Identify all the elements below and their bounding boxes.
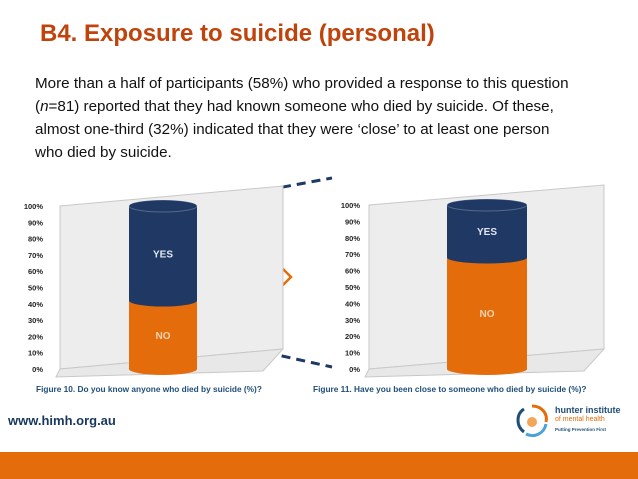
- y-tick-label: 10%: [28, 349, 43, 358]
- y-tick-label: 80%: [345, 234, 360, 243]
- intro-line: who died by suicide.: [35, 144, 172, 161]
- y-tick-label: 50%: [345, 283, 360, 292]
- bar-segment-base-no: [129, 363, 197, 375]
- hunter-institute-logo-icon: [516, 404, 548, 438]
- intro-paragraph: More than a half of participants (58%) w…: [35, 72, 615, 164]
- data-label-yes: YES: [477, 227, 497, 238]
- bar-segment-base-yes: [447, 251, 527, 264]
- bar-segment-base-no: [447, 363, 527, 375]
- logo-tagline: Putting Prevention First: [555, 427, 607, 432]
- y-tick-label: 80%: [28, 235, 43, 244]
- footer-bar: [0, 452, 638, 479]
- slide-title: B4. Exposure to suicide (personal): [40, 20, 435, 47]
- intro-italic: n: [40, 98, 49, 115]
- y-tick-label: 100%: [341, 201, 361, 210]
- chart-figure-10: 0% 10% 20% 30% 40% 50% 60% 70% 80% 90% 100% NO YES: [24, 185, 285, 378]
- y-tick-label: 40%: [345, 299, 360, 308]
- y-tick-label: 90%: [28, 218, 43, 227]
- intro-line: (n=81) reported that they had known some…: [35, 98, 554, 115]
- bar-segment-base-yes: [129, 294, 197, 307]
- y-tick-label: 40%: [28, 300, 43, 309]
- bar-segment-no: [447, 257, 527, 369]
- intro-text: =81) reported that they had known someon…: [48, 98, 554, 115]
- bar-segment-yes: [129, 206, 197, 301]
- y-tick-label: 0%: [32, 365, 43, 374]
- bar-segment-yes: [447, 205, 527, 258]
- logo-text: hunter institute of mental health Puttin…: [555, 406, 621, 434]
- chart-figure-11: 0% 10% 20% 30% 40% 50% 60% 70% 80% 90% 100% NO YES: [341, 184, 606, 378]
- intro-line: almost one-third (32%) indicated that th…: [35, 121, 550, 138]
- y-tick-label: 90%: [345, 217, 360, 226]
- intro-line: More than a half of participants (58%) w…: [35, 75, 569, 92]
- data-label-no: NO: [156, 331, 171, 342]
- y-tick-label: 50%: [28, 284, 43, 293]
- y-tick-label: 60%: [28, 267, 43, 276]
- bar-segment-no: [129, 300, 197, 369]
- y-tick-label: 60%: [345, 267, 360, 276]
- y-tick-label: 20%: [345, 332, 360, 341]
- y-tick-label: 70%: [28, 251, 43, 260]
- y-tick-label: 100%: [24, 202, 44, 211]
- website-link[interactable]: www.himh.org.au: [8, 413, 116, 428]
- data-label-yes: YES: [153, 249, 173, 260]
- chart-caption: Figure 11. Have you been close to someon…: [313, 384, 587, 394]
- logo-sub: of mental health: [555, 416, 605, 423]
- y-tick-label: 30%: [28, 316, 43, 325]
- y-tick-label: 10%: [345, 349, 360, 358]
- y-tick-label: 20%: [28, 332, 43, 341]
- y-tick-label: 30%: [345, 316, 360, 325]
- bar-top-cap: [446, 198, 528, 212]
- logo-name: hunter institute: [555, 405, 621, 415]
- y-tick-label: 70%: [345, 250, 360, 259]
- data-label-no: NO: [480, 309, 495, 320]
- bar-top-cap: [128, 199, 198, 213]
- y-tick-label: 0%: [349, 365, 360, 374]
- chart-caption: Figure 10. Do you know anyone who died b…: [36, 384, 262, 394]
